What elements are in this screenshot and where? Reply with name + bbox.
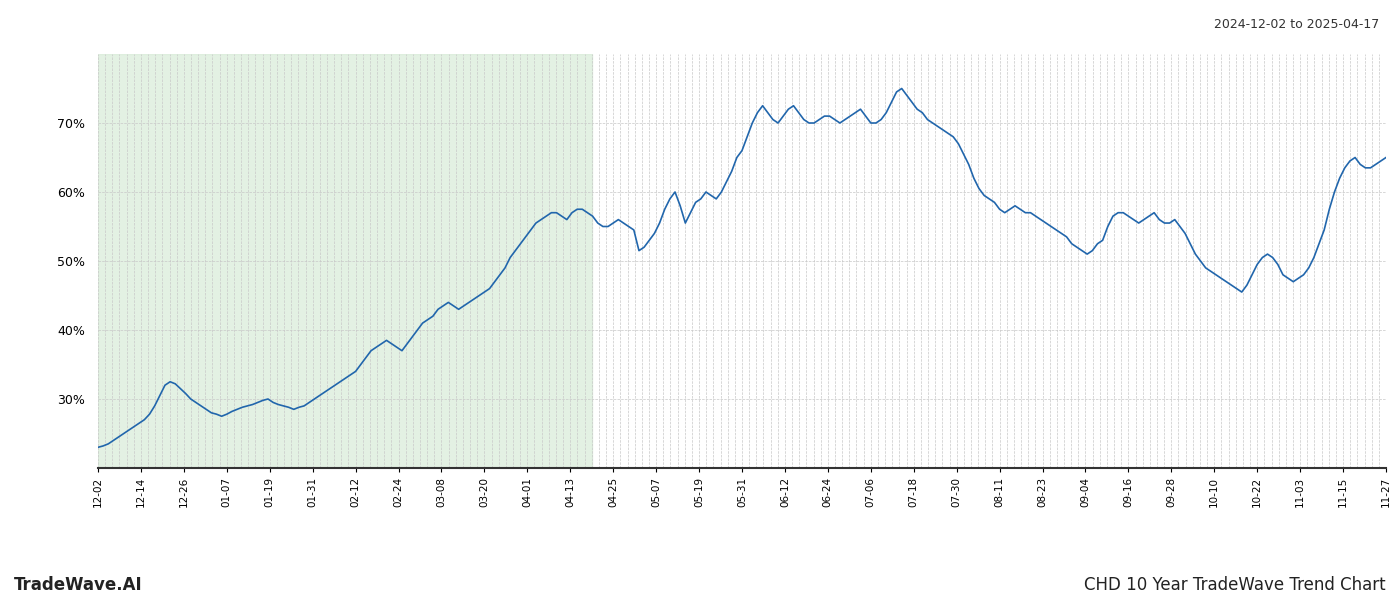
Text: CHD 10 Year TradeWave Trend Chart: CHD 10 Year TradeWave Trend Chart xyxy=(1085,576,1386,594)
Text: TradeWave.AI: TradeWave.AI xyxy=(14,576,143,594)
Bar xyxy=(98,54,592,468)
Text: 2024-12-02 to 2025-04-17: 2024-12-02 to 2025-04-17 xyxy=(1214,18,1379,31)
